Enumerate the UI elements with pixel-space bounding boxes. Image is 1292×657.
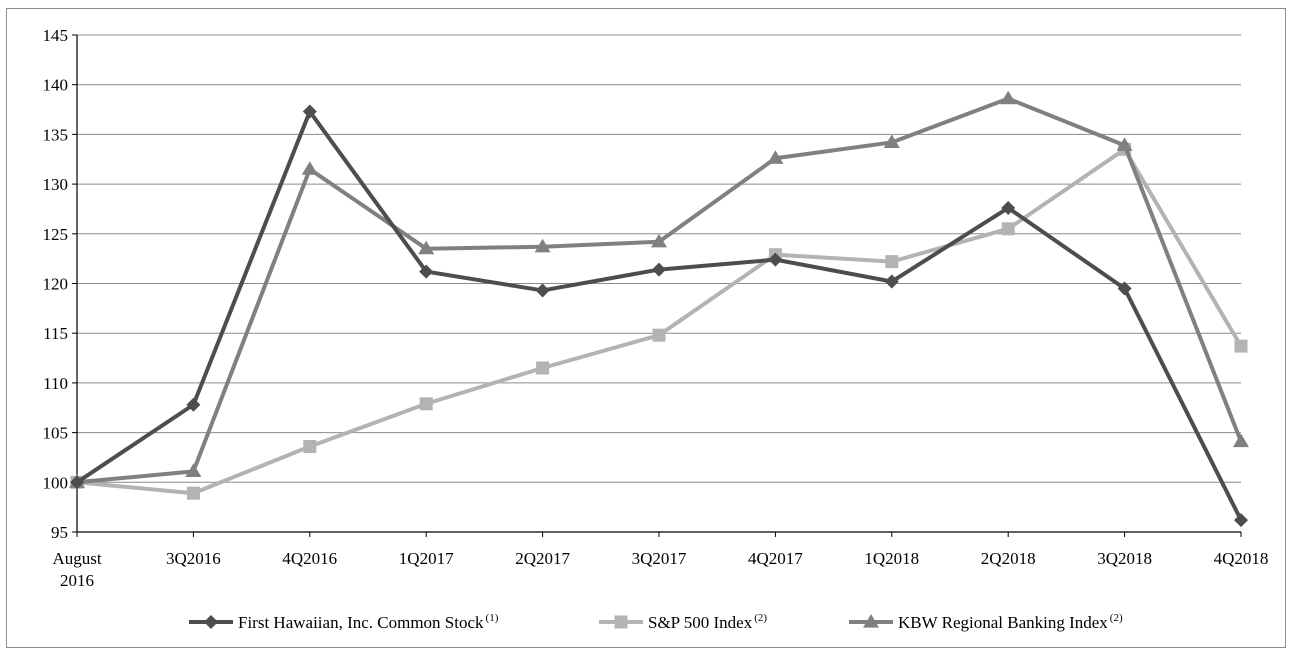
data-point: [651, 233, 667, 248]
y-tick-label: 125: [43, 225, 69, 244]
x-tick-label: 1Q2017: [399, 549, 454, 568]
data-point: [186, 486, 200, 500]
data-point: [185, 463, 202, 477]
chart-frame: [6, 8, 1286, 648]
data-point: [536, 361, 550, 375]
data-point: [535, 283, 550, 298]
data-point: [419, 264, 434, 279]
series-s-p-500-index: [70, 142, 1248, 500]
x-tick-label: 3Q2018: [1097, 549, 1152, 568]
data-point: [1234, 513, 1248, 528]
data-point: [652, 262, 666, 277]
y-tick-label: 105: [43, 424, 69, 443]
series-kbw-regional-banking-index: [69, 90, 1249, 488]
data-point: [302, 104, 317, 119]
y-tick-label: 140: [43, 76, 69, 95]
axes: [72, 34, 1242, 537]
y-tick-label: 115: [43, 324, 68, 343]
data-point: [1234, 339, 1248, 353]
data-point: [1116, 137, 1133, 151]
legend-item: S&P 500 Index (2): [599, 612, 767, 632]
legend-swatch-marker: [614, 615, 628, 629]
data-point: [885, 255, 899, 269]
legend-label: S&P 500 Index (2): [648, 612, 767, 632]
y-axis-tick-labels: 95 100 105 110 115 120 125 130 135 140 145: [43, 26, 69, 542]
data-point: [70, 475, 84, 490]
data-point: [534, 238, 551, 253]
series-line: [76, 96, 1243, 485]
data-point: [1117, 281, 1132, 296]
data-point: [301, 161, 318, 175]
y-tick-label: 100: [43, 473, 69, 492]
legend-label: First Hawaiian, Inc. Common Stock (1): [238, 612, 499, 632]
x-tick-label: 4Q2018: [1214, 549, 1269, 568]
y-tick-label: 135: [43, 125, 69, 144]
legend-label: KBW Regional Banking Index (2): [898, 612, 1123, 632]
data-point: [1001, 222, 1015, 236]
y-tick-label: 120: [43, 275, 69, 294]
x-tick-label: 4Q2017: [748, 549, 803, 568]
legend-item: KBW Regional Banking Index (2): [849, 612, 1123, 632]
data-point: [303, 440, 317, 454]
series-first-hawaiian-inc-common-stock: [70, 104, 1248, 528]
legend-item: First Hawaiian, Inc. Common Stock (1): [189, 612, 499, 632]
data-point: [418, 240, 435, 255]
x-tick-label: 3Q2016: [166, 549, 221, 568]
x-tick-label: 2Q2017: [515, 549, 570, 568]
data-point: [768, 252, 783, 267]
data-point: [419, 397, 433, 411]
data-point: [884, 274, 899, 289]
x-tick-label: 2Q2018: [981, 549, 1036, 568]
data-point: [883, 134, 900, 148]
x-tick-label: 3Q2017: [632, 549, 687, 568]
series-group: [69, 90, 1249, 528]
data-point: [186, 397, 201, 412]
x-tick-label: August 2016: [52, 549, 101, 590]
legend: First Hawaiian, Inc. Common Stock (1) S&P …: [189, 612, 1123, 632]
legend-swatch-marker: [863, 614, 879, 628]
y-tick-label: 145: [43, 26, 69, 45]
x-axis-tick-labels: August 2016 3Q2016 4Q2016 1Q2017 2Q2017 3Q2017…: [52, 549, 1268, 590]
x-tick-label: 4Q2016: [282, 549, 337, 568]
data-point: [767, 150, 784, 164]
x-tick-label: 1Q2018: [864, 549, 919, 568]
y-tick-label: 130: [43, 175, 69, 194]
y-tick-label: 95: [51, 523, 68, 542]
legend-swatch-marker: [204, 615, 218, 629]
data-point: [1001, 200, 1016, 215]
data-point: [1000, 90, 1017, 105]
data-point: [1233, 433, 1249, 448]
data-point: [652, 328, 666, 342]
y-tick-label: 110: [43, 374, 68, 393]
